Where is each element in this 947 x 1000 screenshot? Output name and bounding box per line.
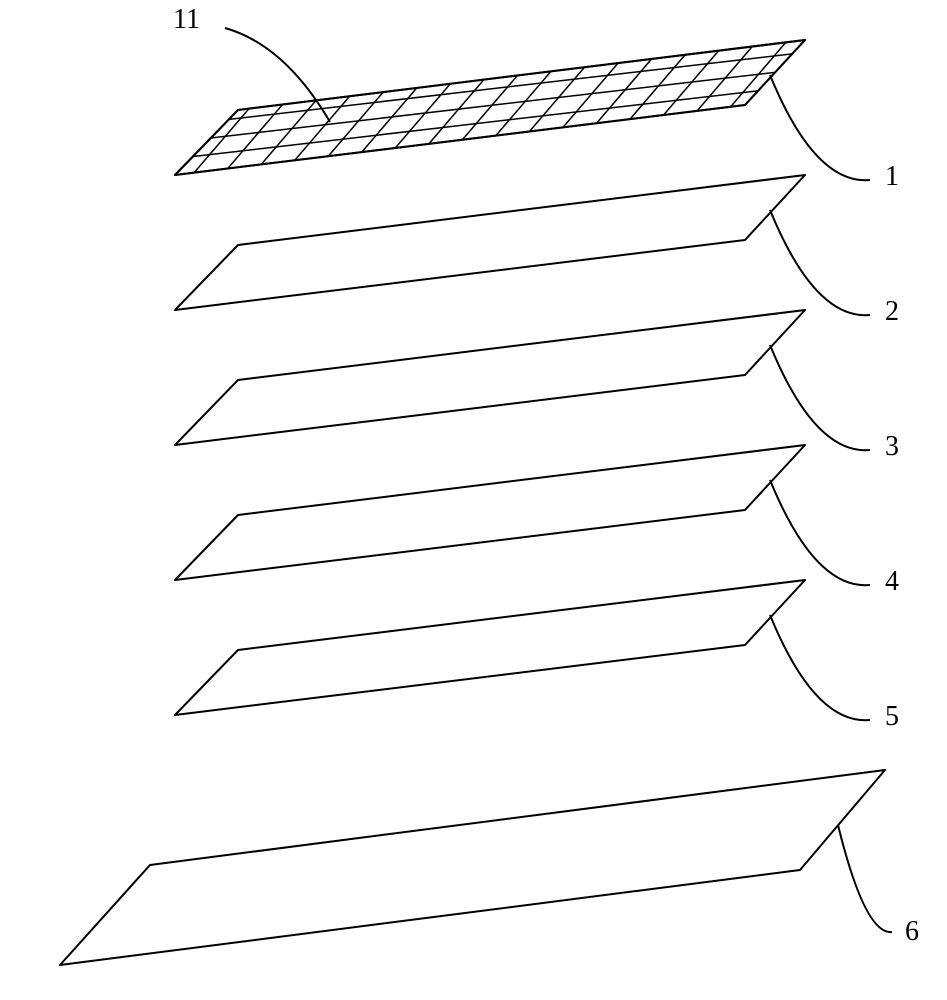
layer-2-leader [770, 210, 870, 315]
layer-2-label: 2 [885, 296, 899, 327]
layer-2-shape [175, 175, 805, 310]
layer-1-hatch [0, 0, 947, 429]
layer-3-leader [770, 345, 870, 450]
layer-6-shape [60, 770, 885, 965]
layer-3-label: 3 [885, 431, 899, 462]
layer-4-leader [770, 480, 870, 585]
layer-4-label: 4 [885, 566, 899, 597]
layer-5: 5 [175, 580, 899, 732]
layer-1-leader [770, 75, 870, 180]
layer-5-leader [770, 615, 870, 720]
layer-4: 4 [175, 445, 899, 597]
sublabel-11-label: 11 [173, 4, 200, 35]
layer-4-shape [175, 445, 805, 580]
exploded-layers-diagram: 11123456 [0, 0, 947, 1000]
layer-2: 2 [175, 175, 899, 327]
layer-3-shape [175, 310, 805, 445]
layer-1: 111 [0, 0, 947, 429]
layer-5-shape [175, 580, 805, 715]
layer-1-label: 1 [885, 161, 899, 192]
layer-3: 3 [175, 310, 899, 462]
layer-5-label: 5 [885, 701, 899, 732]
layer-6: 6 [60, 770, 919, 965]
layer-6-label: 6 [905, 916, 919, 947]
layer-6-leader [838, 825, 892, 932]
sublabel-11-leader [225, 28, 330, 122]
